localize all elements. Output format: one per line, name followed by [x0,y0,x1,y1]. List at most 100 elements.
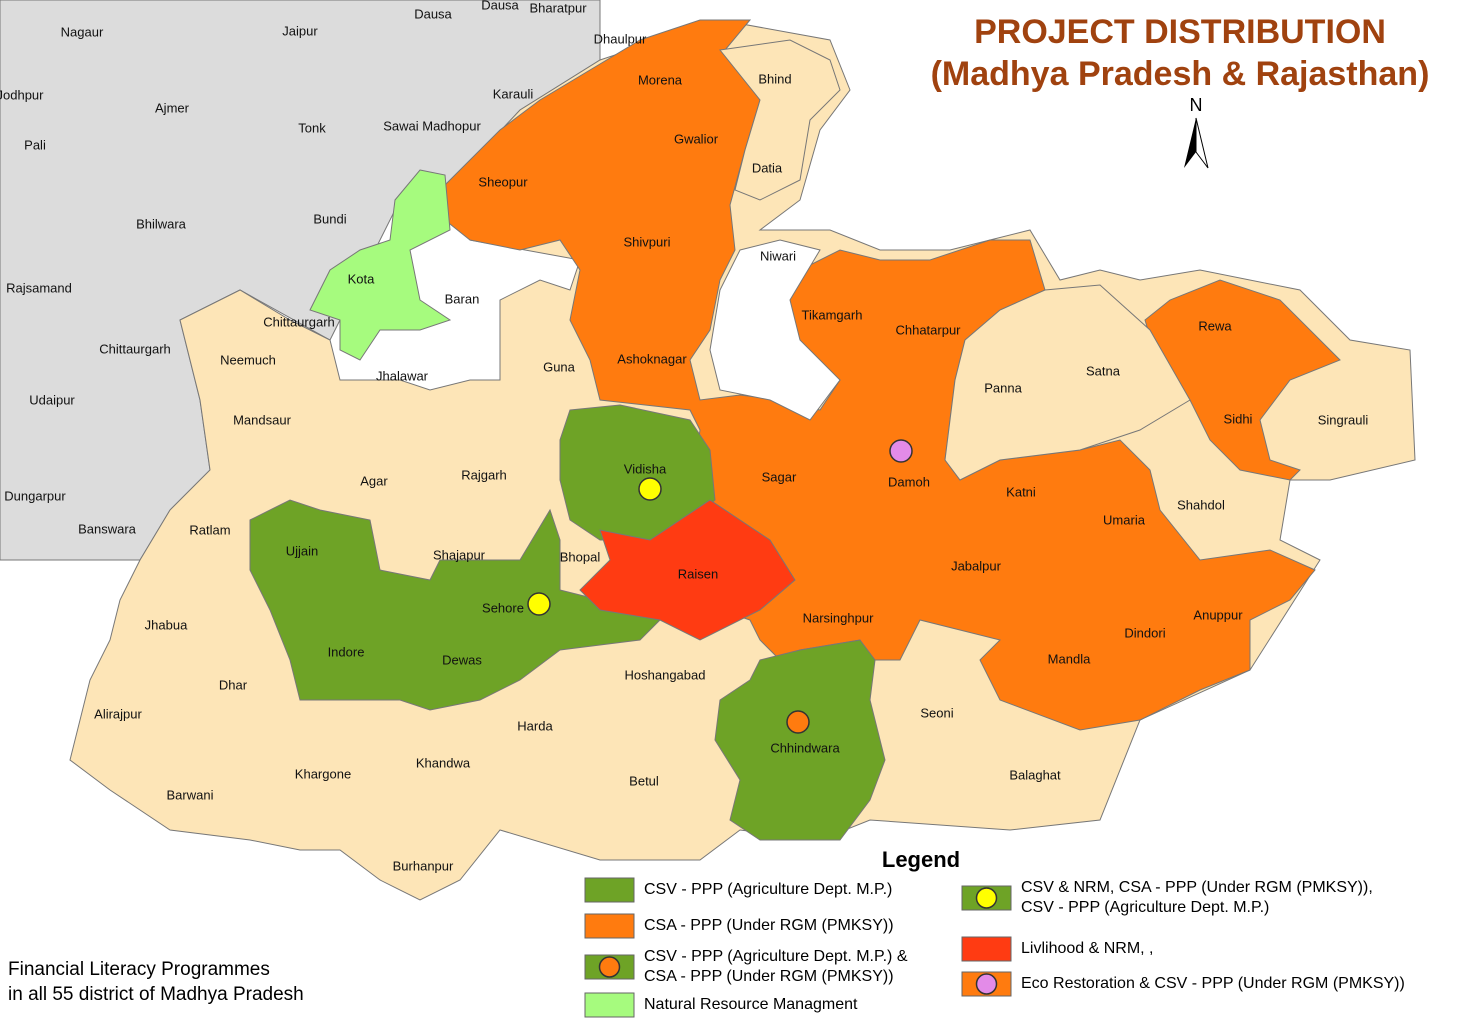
district-label: Seoni [920,705,953,720]
blank-region [709,239,841,421]
district-label: Anuppur [1193,607,1243,622]
district-label: Satna [1086,363,1121,378]
green-region [714,639,886,841]
district-label: Guna [543,359,576,374]
north-arrow [1184,118,1196,168]
district-label: Raisen [678,566,718,581]
district-label: Baran [445,291,480,306]
district-label: Bhilwara [136,216,187,231]
legend-marker [975,973,998,995]
district-label: Ajmer [155,100,190,115]
legend-swatch [961,936,1012,962]
district-label: Kota [348,271,376,286]
legend-label: CSV - PPP (Agriculture Dept. M.P.) & [644,948,908,965]
footnote: Financial Literacy Programmes [8,959,270,980]
district-label: Dindori [1124,625,1165,640]
district-labels: Nagaur Jaipur Dausa Dausa Bharatpur Dhaulpur J… [0,0,1368,873]
legend-label: CSA - PPP (Under RGM (PMKSY)) [644,968,894,985]
district-label: Alirajpur [94,706,142,721]
district-label: Katni [1006,484,1036,499]
district-label: Bharatpur [529,0,587,15]
district-label: Ujjain [286,543,319,558]
district-label: Dhaulpur [594,31,647,46]
district-label: Chhindwara [770,740,840,755]
district-label: Jhabua [145,617,188,632]
district-label: Udaipur [29,392,75,407]
district-label: Umaria [1103,512,1146,527]
legend: CSV - PPP (Agriculture Dept. M.P.) CSA - … [584,877,1405,1018]
legend-label: CSV & NRM, CSA - PPP (Under RGM (PMKSY))… [1021,879,1373,896]
orange-region [1144,279,1341,481]
legend-swatch [584,913,635,939]
district-label: Tikamgarh [802,307,863,322]
district-label: Niwari [760,248,796,263]
district-label: Banswara [78,521,137,536]
district-label: Damoh [888,474,930,489]
title: PROJECT DISTRIBUTION [974,13,1386,51]
district-label: Sidhi [1224,411,1253,426]
district-label: Shajapur [433,547,486,562]
district-label: Khandwa [416,755,471,770]
district-label: Ashoknagar [617,351,687,366]
district-label: Mandsaur [233,412,291,427]
district-label: Chittaurgarh [263,314,335,329]
legend-marker [975,887,998,909]
district-label: Karauli [493,86,534,101]
district-label: Chhatarpur [895,322,961,337]
district-label: Rewa [1198,318,1232,333]
legend-title: Legend [882,847,960,872]
footnote: in all 55 district of Madhya Pradesh [8,984,304,1005]
marker [527,592,551,616]
legend-label: Livlihood & NRM, , [1021,940,1154,957]
district-label: Rajsamand [6,280,72,295]
title: (Madhya Pradesh & Rajasthan) [931,55,1430,93]
legend-label: Eco Restoration & CSV - PPP (Under RGM (… [1021,975,1405,992]
district-label: Balaghat [1009,767,1061,782]
district-label: Harda [517,718,553,733]
district-label: Agar [360,473,388,488]
district-label: Shahdol [1177,497,1225,512]
legend-swatch [584,877,635,903]
district-label: Dhar [219,677,248,692]
district-label: Gwalior [674,131,719,146]
marker [638,477,662,501]
district-label: Mandla [1048,651,1091,666]
legend-label: CSA - PPP (Under RGM (PMKSY)) [644,917,894,934]
district-label: Tonk [298,120,326,135]
district-label: Jhalawar [376,368,429,383]
district-label: Sawai Madhopur [383,118,481,133]
district-label: Jabalpur [951,558,1002,573]
district-label: Jaipur [282,23,318,38]
marker [889,439,913,463]
district-label: Narsinghpur [803,610,874,625]
district-label: Dausa [414,6,452,21]
district-label: Betul [629,773,659,788]
district-label: Ratlam [189,522,230,537]
north-label: N [1190,95,1203,115]
district-label: Barwani [167,787,214,802]
district-label: Datia [752,160,783,175]
regions [0,0,1416,901]
beige-region [944,284,1191,481]
north-arrow [1195,117,1209,169]
district-label: Sehore [482,600,524,615]
district-label: Sheopur [478,174,528,189]
district-label: Dausa [481,0,519,12]
nrm-region [309,169,452,361]
district-label: Bhind [758,71,791,86]
district-label: Chittaurgarh [99,341,171,356]
district-label: Dungarpur [4,488,66,503]
red-region [579,499,796,641]
district-label: Morena [638,72,683,87]
district-label: Singrauli [1318,412,1369,427]
district-label: Bhopal [560,549,601,564]
district-label: Pali [24,137,46,152]
district-label: Panna [984,380,1022,395]
district-label: Burhanpur [393,858,454,873]
district-label: Neemuch [220,352,276,367]
markers [527,439,913,734]
marker [786,710,810,734]
district-label: Nagaur [61,24,104,39]
district-label: Indore [328,644,365,659]
